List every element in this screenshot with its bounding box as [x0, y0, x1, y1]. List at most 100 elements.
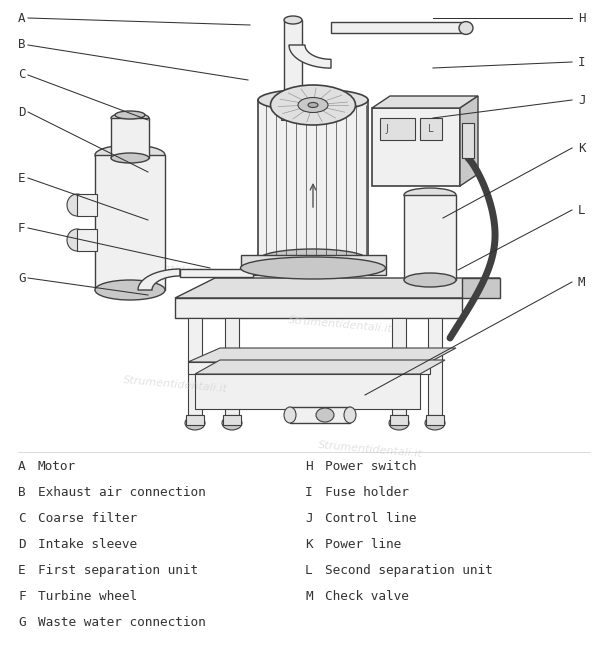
- Bar: [281, 100, 305, 120]
- Ellipse shape: [425, 416, 445, 430]
- Bar: [180, 269, 253, 277]
- Ellipse shape: [284, 106, 302, 114]
- Text: G: G: [18, 272, 25, 285]
- Ellipse shape: [258, 249, 368, 271]
- Text: I: I: [305, 486, 313, 499]
- Text: C: C: [18, 512, 26, 525]
- Ellipse shape: [222, 416, 242, 430]
- Polygon shape: [289, 45, 331, 68]
- Text: A: A: [18, 12, 25, 24]
- Text: K: K: [305, 538, 313, 551]
- Text: Control line: Control line: [325, 512, 416, 525]
- Text: J: J: [578, 94, 586, 106]
- Text: D: D: [18, 106, 25, 119]
- Bar: [428, 318, 442, 415]
- Ellipse shape: [95, 145, 165, 165]
- Text: Motor: Motor: [38, 460, 76, 473]
- Bar: [420, 118, 442, 140]
- Bar: [462, 123, 474, 158]
- Bar: [241, 255, 386, 275]
- Ellipse shape: [241, 257, 386, 279]
- Text: L: L: [305, 564, 313, 577]
- Polygon shape: [188, 348, 456, 362]
- Polygon shape: [462, 278, 500, 298]
- Bar: [284, 20, 302, 110]
- Text: Second separation unit: Second separation unit: [325, 564, 493, 577]
- Polygon shape: [460, 96, 478, 186]
- Ellipse shape: [389, 416, 409, 430]
- Text: M: M: [305, 590, 313, 603]
- Text: M: M: [578, 276, 586, 289]
- Text: Check valve: Check valve: [325, 590, 409, 603]
- Polygon shape: [175, 278, 500, 298]
- Polygon shape: [138, 269, 180, 290]
- Text: J: J: [305, 512, 313, 525]
- Text: Exhaust air connection: Exhaust air connection: [38, 486, 206, 499]
- Bar: [392, 318, 406, 415]
- Bar: [195, 374, 420, 409]
- Text: Strumentidentali.it: Strumentidentali.it: [122, 260, 227, 279]
- Text: Intake sleeve: Intake sleeve: [38, 538, 137, 551]
- Bar: [225, 318, 239, 415]
- Ellipse shape: [271, 85, 355, 125]
- Text: H: H: [305, 460, 313, 473]
- Text: E: E: [18, 564, 26, 577]
- Bar: [426, 415, 444, 425]
- Text: G: G: [18, 616, 26, 629]
- Ellipse shape: [258, 89, 368, 111]
- Text: C: C: [18, 68, 25, 81]
- Polygon shape: [195, 360, 445, 374]
- Text: Strumentidentali.it: Strumentidentali.it: [122, 375, 227, 394]
- Text: Strumentidentali.it: Strumentidentali.it: [287, 316, 392, 335]
- Text: Waste water connection: Waste water connection: [38, 616, 206, 629]
- Text: Turbine wheel: Turbine wheel: [38, 590, 137, 603]
- Ellipse shape: [344, 407, 356, 423]
- Bar: [290, 407, 350, 423]
- Ellipse shape: [111, 153, 149, 163]
- Ellipse shape: [67, 194, 87, 216]
- Ellipse shape: [95, 280, 165, 300]
- Text: Coarse filter: Coarse filter: [38, 512, 137, 525]
- Bar: [372, 108, 460, 186]
- Bar: [95, 155, 165, 290]
- Text: L: L: [578, 203, 586, 216]
- Bar: [77, 194, 97, 216]
- Text: L: L: [428, 124, 434, 134]
- Bar: [331, 22, 466, 33]
- Ellipse shape: [284, 407, 296, 423]
- Bar: [77, 229, 97, 251]
- Text: Power line: Power line: [325, 538, 401, 551]
- Bar: [404, 195, 456, 280]
- Ellipse shape: [115, 111, 145, 119]
- Text: A: A: [18, 460, 26, 473]
- Text: D: D: [18, 538, 26, 551]
- Text: F: F: [18, 590, 26, 603]
- Ellipse shape: [298, 98, 328, 112]
- Text: Fuse holder: Fuse holder: [325, 486, 409, 499]
- Bar: [111, 118, 149, 158]
- Ellipse shape: [404, 188, 456, 202]
- Ellipse shape: [284, 16, 302, 24]
- Ellipse shape: [111, 113, 149, 123]
- Polygon shape: [372, 96, 478, 108]
- Text: J: J: [386, 124, 388, 134]
- Text: B: B: [18, 486, 26, 499]
- Text: H: H: [578, 12, 586, 24]
- Ellipse shape: [185, 416, 205, 430]
- Text: Strumentidentali.it: Strumentidentali.it: [317, 440, 422, 460]
- Text: B: B: [18, 39, 25, 52]
- Bar: [175, 298, 462, 318]
- Text: Power switch: Power switch: [325, 460, 416, 473]
- Bar: [188, 318, 202, 415]
- Text: E: E: [18, 171, 25, 184]
- Bar: [223, 415, 241, 425]
- Text: First separation unit: First separation unit: [38, 564, 198, 577]
- Ellipse shape: [459, 22, 473, 34]
- Ellipse shape: [308, 102, 318, 108]
- Bar: [390, 415, 408, 425]
- Bar: [186, 415, 204, 425]
- Ellipse shape: [67, 229, 87, 251]
- Bar: [380, 118, 415, 140]
- Text: F: F: [18, 222, 25, 234]
- Ellipse shape: [316, 408, 334, 422]
